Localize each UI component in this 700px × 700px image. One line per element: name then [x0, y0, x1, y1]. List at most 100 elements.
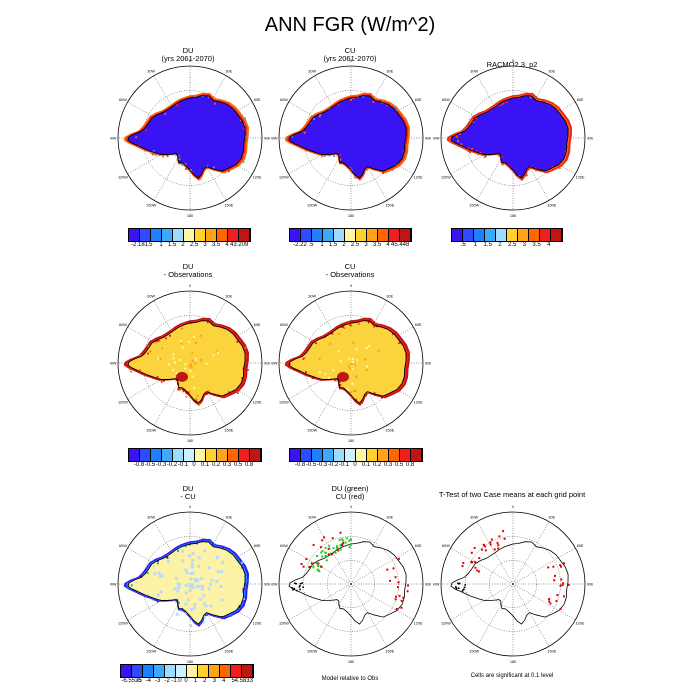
coastal-cell: [228, 170, 230, 173]
coastline: [450, 541, 569, 625]
coastal-cell: [343, 327, 346, 330]
cu-marker: [389, 579, 391, 582]
cu-marker: [392, 567, 395, 570]
coastal-cell: [152, 599, 154, 602]
coastal-cell: [551, 165, 554, 168]
interior-cell: [196, 578, 200, 582]
lon-tick-label: 150E: [224, 429, 233, 433]
cu-marker: [394, 576, 397, 579]
coastal-cell: [367, 321, 370, 324]
coastal-cell: [398, 342, 400, 345]
coastal-cell: [182, 389, 185, 392]
coastal-cell: [242, 588, 245, 591]
cu-marker: [395, 595, 397, 598]
colorbar-swatch: [356, 449, 367, 461]
du-marker: [328, 545, 331, 548]
lon-tick-label: 60W: [280, 98, 288, 102]
colorbar-swatch: [206, 449, 217, 461]
lon-tick-label: 120E: [414, 400, 423, 404]
coastal-cell: [501, 163, 504, 166]
lon-tick-label: 30E: [225, 295, 232, 299]
coastal-cell: [564, 150, 567, 153]
coastal-cell: [476, 153, 479, 156]
significant-marker: [567, 583, 570, 586]
meridian-line: [189, 137, 253, 175]
meridian-line: [189, 362, 227, 426]
coastal-cell: [336, 326, 338, 329]
coastal-cell: [365, 394, 367, 397]
coastal-cell: [195, 398, 198, 401]
peninsula-marker: [463, 588, 465, 591]
colorbar-label: 1.5: [328, 242, 338, 248]
meridian-line: [476, 583, 514, 647]
meridian-line: [189, 137, 227, 201]
coastal-cell: [187, 391, 190, 394]
coastal-cell: [135, 581, 138, 584]
meridian-line: [288, 362, 352, 400]
colorbar-swatch: [301, 229, 312, 241]
lon-tick-label: 0: [512, 59, 514, 63]
meridian-line: [127, 137, 191, 175]
lon-tick-label: 90W: [271, 362, 278, 366]
colorbar-swatch: [143, 665, 154, 677]
interior-cell: [318, 371, 321, 374]
significant-marker: [474, 566, 477, 569]
meridian-line: [314, 362, 352, 426]
panel-7-title: DU (green) CU (red): [280, 485, 420, 501]
coastal-cell: [243, 153, 245, 156]
interior-cell: [366, 365, 369, 368]
interior-cell: [175, 371, 178, 374]
interior-cell: [193, 387, 196, 390]
coastal-cell: [408, 355, 410, 358]
coastal-cell: [165, 337, 167, 340]
colorbar-swatch: [452, 229, 463, 241]
interior-cell: [349, 362, 352, 365]
interior-cell: [197, 584, 201, 588]
colorbar-label: 2: [181, 242, 185, 248]
colorbar-swatch: [209, 665, 220, 677]
cu-marker: [400, 606, 403, 609]
coastal-cell: [349, 170, 352, 172]
colorbar-swatch: [228, 449, 239, 461]
lon-tick-label: 0: [350, 505, 352, 509]
meridian-line: [127, 326, 191, 364]
colorbar-swatch: [356, 229, 367, 241]
coastal-cell: [172, 153, 175, 156]
meridian-line: [288, 583, 352, 621]
meridian-line: [512, 137, 576, 175]
coastal-cell: [356, 320, 359, 323]
peninsula-marker: [458, 582, 460, 585]
significant-marker: [476, 569, 479, 572]
interior-cell: [364, 358, 367, 361]
coastal-cell: [178, 158, 181, 161]
coastal-cell: [157, 562, 159, 565]
meridian-line: [512, 583, 550, 647]
lon-tick-label: 120E: [253, 621, 262, 625]
coastal-cell: [246, 369, 249, 371]
lon-tick-label: 150E: [224, 650, 233, 654]
lon-tick-label: 0: [350, 59, 352, 63]
significant-marker: [563, 595, 565, 598]
colorbar-label: -2.22: [293, 242, 307, 248]
coastal-cell: [403, 375, 406, 378]
cu-marker: [398, 594, 401, 597]
colorbar-label: 0.8: [244, 462, 254, 468]
coastal-cell: [160, 380, 163, 383]
colorbar-swatch: [228, 229, 239, 241]
colorbar-swatch: [165, 665, 176, 677]
coastal-cell: [394, 105, 396, 108]
lon-tick-label: 90W: [271, 583, 278, 587]
coastal-cell: [505, 101, 508, 103]
interior-cell: [191, 359, 194, 362]
coastal-cell: [469, 151, 472, 154]
coastal-cell: [355, 320, 358, 322]
lon-tick-label: 30W: [308, 516, 316, 520]
coastal-cell: [163, 379, 165, 382]
lon-tick-label: 120W: [279, 400, 289, 404]
colorbar-swatch: [121, 665, 132, 677]
colorbar-label: -4: [145, 678, 151, 684]
meridian-line: [189, 326, 253, 364]
coastal-cell: [331, 332, 334, 335]
du-marker: [339, 548, 342, 551]
lon-tick-label: 90E: [587, 137, 593, 141]
